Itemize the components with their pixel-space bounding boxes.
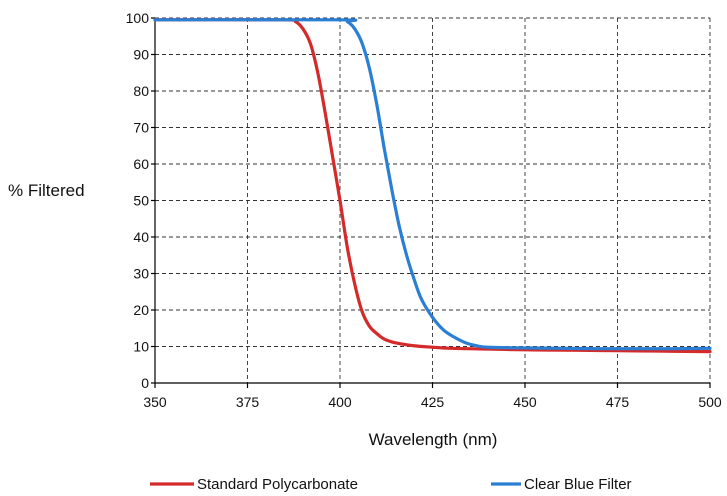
legend-standard-polycarbonate: Standard Polycarbonate [150,476,358,493]
x-axis-title: Wavelength (nm) [369,430,498,449]
x-tick-label: 425 [421,394,445,410]
x-tick-label: 400 [328,394,352,410]
x-tick-label: 475 [606,394,630,410]
clear-blue-filter-line [153,18,712,351]
y-tick-label: 20 [133,302,149,318]
chart-grid [155,17,711,383]
x-tick-label: 375 [236,394,260,410]
chart-axes [151,17,711,388]
x-tick-label: 450 [513,394,537,410]
y-axis-title: % Filtered [8,181,85,200]
x-tick-label: 350 [143,394,167,410]
y-tick-label: 100 [126,10,150,26]
y-tick-label: 10 [133,339,149,355]
y-tick-label: 50 [133,193,149,209]
standard-polycarbonate-line [153,18,712,354]
chart-legend: Standard Polycarbonate Clear Blue Filter [150,476,632,493]
y-tick-label: 30 [133,266,149,282]
chart-tick-labels: 0 10 20 30 40 50 60 70 80 90 100 350 375 400 425 450 475… [126,10,722,410]
y-tick-label: 90 [133,47,149,63]
y-tick-label: 70 [133,120,149,136]
y-tick-label: 40 [133,229,149,245]
legend-label: Standard Polycarbonate [197,476,358,493]
legend-clear-blue-filter: Clear Blue Filter [491,476,632,493]
x-tick-label: 500 [698,394,722,410]
legend-label: Clear Blue Filter [524,476,632,493]
chart-series [153,18,712,354]
y-tick-label: 60 [133,156,149,172]
y-tick-label: 80 [133,83,149,99]
y-tick-label: 0 [141,375,149,391]
